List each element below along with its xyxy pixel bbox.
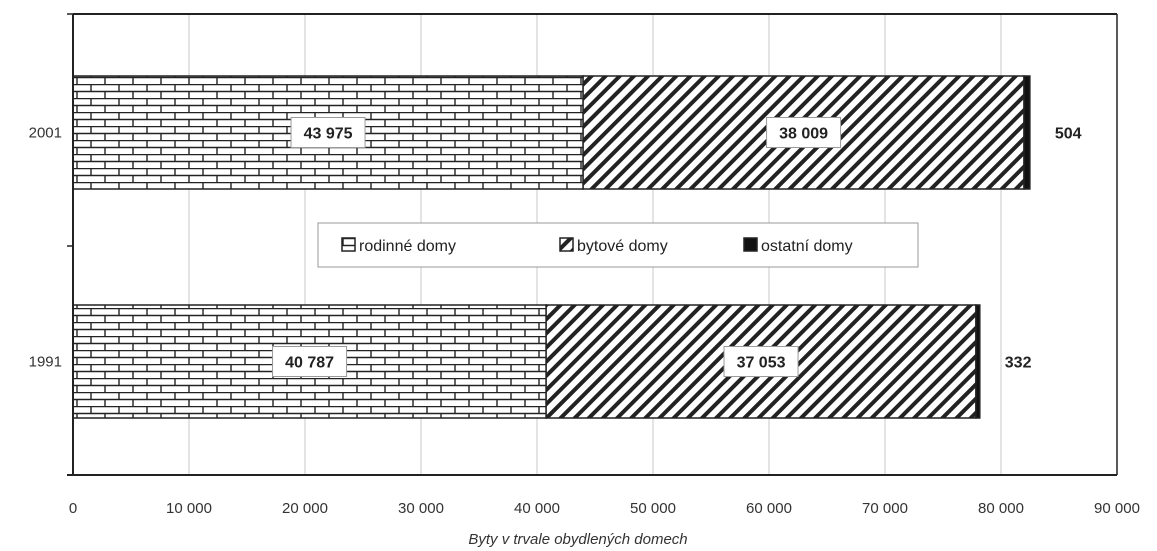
bar-segment <box>975 304 981 419</box>
data-label: 38 009 <box>779 126 828 143</box>
plot-area: 0 10 000 20 000 30 000 40 000 50 000 60 000 70 … <box>29 13 1140 517</box>
legend-swatch <box>341 237 356 252</box>
x-tick-label: 50 000 <box>630 500 676 517</box>
data-labels: 43 975 38 009 504 40 787 37 053 332 <box>272 117 1082 377</box>
x-tick-label: 80 000 <box>978 500 1024 517</box>
y-tick-label: 2001 <box>29 125 62 142</box>
data-label-box <box>272 346 348 377</box>
data-label-box <box>766 117 842 148</box>
y-tick-labels: 2001 1991 <box>29 125 62 371</box>
data-label: 43 975 <box>304 126 353 143</box>
x-tick-label: 60 000 <box>746 500 792 517</box>
x-tick-label: 70 000 <box>862 500 908 517</box>
x-tick-label: 90 000 <box>1094 500 1140 517</box>
x-axis-title: Byty v trvale obydlených domech <box>468 531 687 548</box>
legend-label: bytové domy <box>577 238 668 255</box>
x-tick-label: 0 <box>69 500 77 517</box>
legend-swatch <box>559 237 574 252</box>
legend-swatch <box>743 237 758 252</box>
y-tick-label: 1991 <box>29 354 62 371</box>
legend: rodinné domy bytové domy ostatní domy <box>317 222 919 268</box>
data-label: 37 053 <box>737 355 786 372</box>
data-label-box <box>723 346 799 377</box>
data-label: 332 <box>1005 355 1032 372</box>
data-label-box <box>290 117 366 148</box>
x-tick-label: 40 000 <box>514 500 560 517</box>
data-label: 504 <box>1055 126 1082 143</box>
legend-label: rodinné domy <box>359 238 456 255</box>
axes <box>67 13 1118 476</box>
x-tick-label: 20 000 <box>282 500 328 517</box>
legend-label: ostatní domy <box>761 238 853 255</box>
data-label: 40 787 <box>285 355 334 372</box>
x-tick-label: 10 000 <box>166 500 212 517</box>
legend-box <box>317 222 919 268</box>
bars <box>72 75 1031 419</box>
x-tick-labels: 0 10 000 20 000 30 000 40 000 50 000 60 000 70 … <box>69 500 1140 517</box>
x-tick-label: 30 000 <box>398 500 444 517</box>
bar-segment <box>1023 75 1031 190</box>
